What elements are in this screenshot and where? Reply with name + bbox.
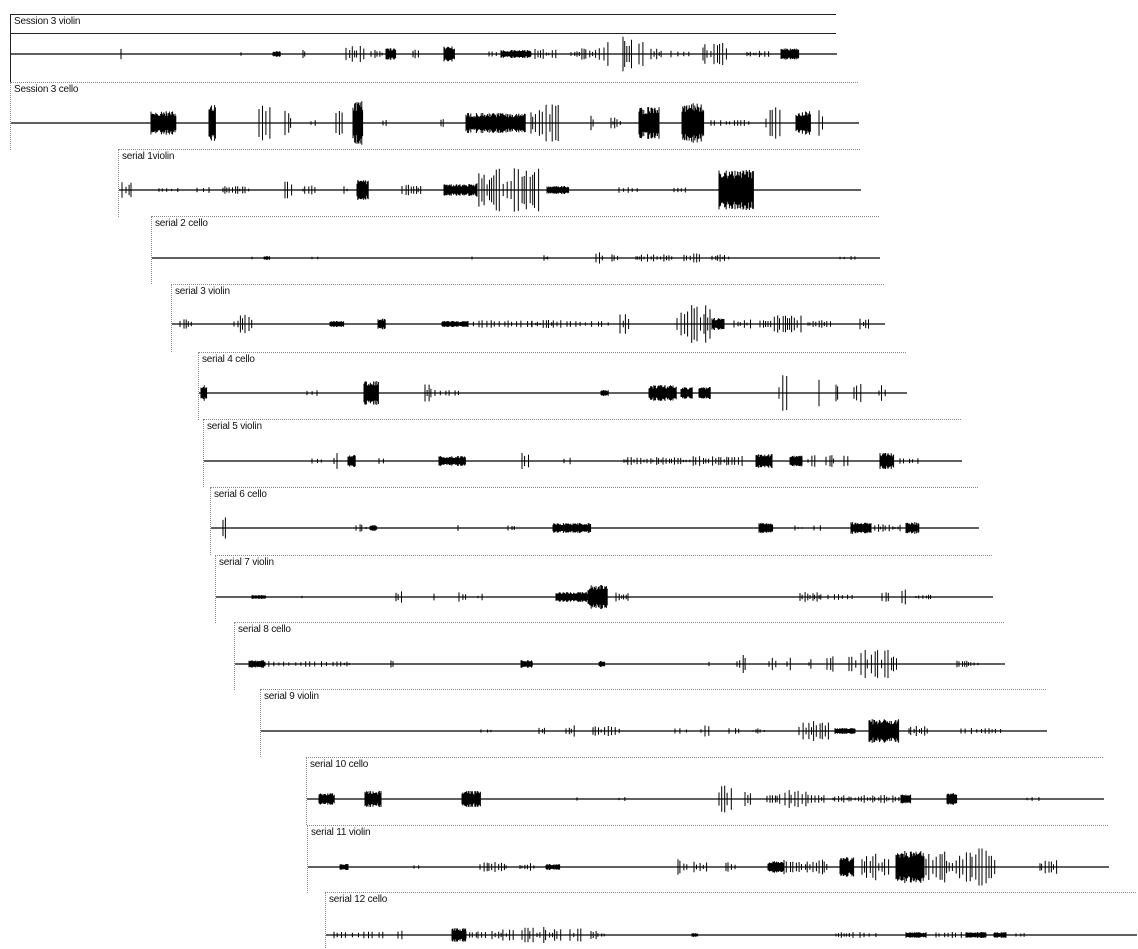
track-label: serial 3 violin: [175, 286, 230, 297]
track-label: serial 6 cello: [214, 489, 267, 500]
waveform-serial-9-violin: [261, 719, 1047, 743]
waveform-samples: [333, 927, 1025, 943]
waveform-serial-3-violin: [172, 305, 885, 343]
track-serial-5-violin[interactable]: serial 5 violin: [203, 419, 962, 487]
waveform-serial-5-violin: [204, 453, 962, 469]
waveform-samples: [311, 453, 919, 469]
waveform-serial-7-violin: [216, 585, 993, 609]
waveform-samples: [200, 375, 886, 411]
track-label: serial 8 cello: [238, 624, 291, 635]
waveform-serial-4-cello: [199, 375, 907, 411]
track-serial-12-cello[interactable]: serial 12 cello: [325, 892, 1137, 949]
track-serial-4-cello[interactable]: serial 4 cello: [198, 352, 907, 420]
track-label: serial 11 violin: [311, 827, 371, 838]
waveform-serial-1-violin: [119, 168, 861, 212]
track-label: serial 5 violin: [207, 421, 262, 432]
waveform-serial-8-cello: [235, 650, 1005, 678]
track-serial-2-cello[interactable]: serial 2 cello: [151, 216, 880, 284]
waveform-serial-2-cello: [152, 252, 880, 264]
track-serial-3-violin[interactable]: serial 3 violin: [171, 284, 885, 352]
track-label: serial 2 cello: [155, 218, 208, 229]
waveform-samples: [251, 585, 932, 609]
track-label: serial 12 cello: [329, 894, 388, 905]
waveform-serial-10-cello: [307, 785, 1104, 813]
track-serial-10-cello[interactable]: serial 10 cello: [306, 757, 1104, 825]
waveform-samples: [121, 168, 754, 212]
waveform-samples: [251, 252, 856, 264]
track-label: Session 3 violin: [14, 16, 81, 27]
waveform-samples: [179, 305, 869, 343]
track-serial-9-violin[interactable]: serial 9 violin: [260, 689, 1047, 757]
track-label: serial 7 violin: [219, 557, 274, 568]
waveform-serial-11-violin: [308, 848, 1109, 886]
waveform-session-3-cello: [11, 101, 859, 145]
track-label: Session 3 cello: [14, 84, 79, 95]
track-label: serial 1violin: [122, 151, 175, 162]
waveform-samples: [248, 650, 979, 678]
waveform-samples: [339, 848, 1058, 886]
track-session-3-cello[interactable]: Session 3 cello: [10, 82, 859, 150]
waveform-samples: [318, 785, 1040, 813]
track-serial-8-cello[interactable]: serial 8 cello: [234, 622, 1005, 690]
track-header-divider: [11, 33, 836, 34]
waveform-samples: [120, 36, 800, 72]
waveform-samples: [222, 517, 920, 539]
track-session-3-violin[interactable]: Session 3 violin: [10, 14, 837, 82]
waveform-serial-12-cello: [326, 927, 1137, 943]
waveform-samples: [150, 101, 823, 145]
waveform-session-3-violin: [11, 36, 837, 72]
waveform-serial-6-cello: [211, 517, 979, 539]
track-serial-6-cello[interactable]: serial 6 cello: [210, 487, 979, 555]
track-label: serial 4 cello: [202, 354, 255, 365]
waveform-samples: [480, 719, 1002, 743]
track-serial-1-violin[interactable]: serial 1violin: [118, 149, 861, 217]
track-label: serial 9 violin: [264, 691, 319, 702]
track-serial-11-violin[interactable]: serial 11 violin: [307, 825, 1109, 893]
track-label: serial 10 cello: [310, 759, 369, 770]
track-serial-7-violin[interactable]: serial 7 violin: [215, 555, 993, 623]
